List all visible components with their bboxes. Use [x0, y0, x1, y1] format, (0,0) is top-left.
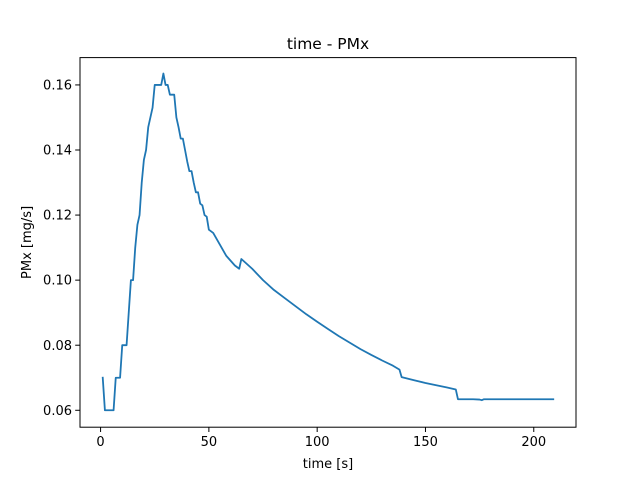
y-tick-label: 0.10: [43, 274, 72, 289]
x-tick-label: 100: [305, 435, 330, 450]
y-axis-label: PMx [mg/s]: [20, 206, 35, 279]
axis-ticks: 0 50 100 150 200 0.06 0.08 0.10 0.12 0.14 0.16: [43, 79, 546, 451]
series-line-0: [101, 72, 555, 412]
x-tick-label: 150: [413, 435, 438, 450]
y-tick-label: 0.16: [43, 79, 72, 94]
x-tick-label: 200: [521, 435, 546, 450]
plot-area: [101, 72, 555, 412]
y-tick-label: 0.14: [43, 144, 72, 159]
chart-title: time - PMx: [287, 35, 369, 53]
y-tick-label: 0.12: [43, 209, 72, 224]
x-tick-label: 50: [201, 435, 218, 450]
y-tick-label: 0.06: [43, 404, 72, 419]
y-tick-label: 0.08: [43, 339, 72, 354]
x-tick-label: 0: [96, 435, 104, 450]
x-axis-label: time [s]: [303, 457, 353, 472]
axes-frame: [79, 57, 577, 428]
